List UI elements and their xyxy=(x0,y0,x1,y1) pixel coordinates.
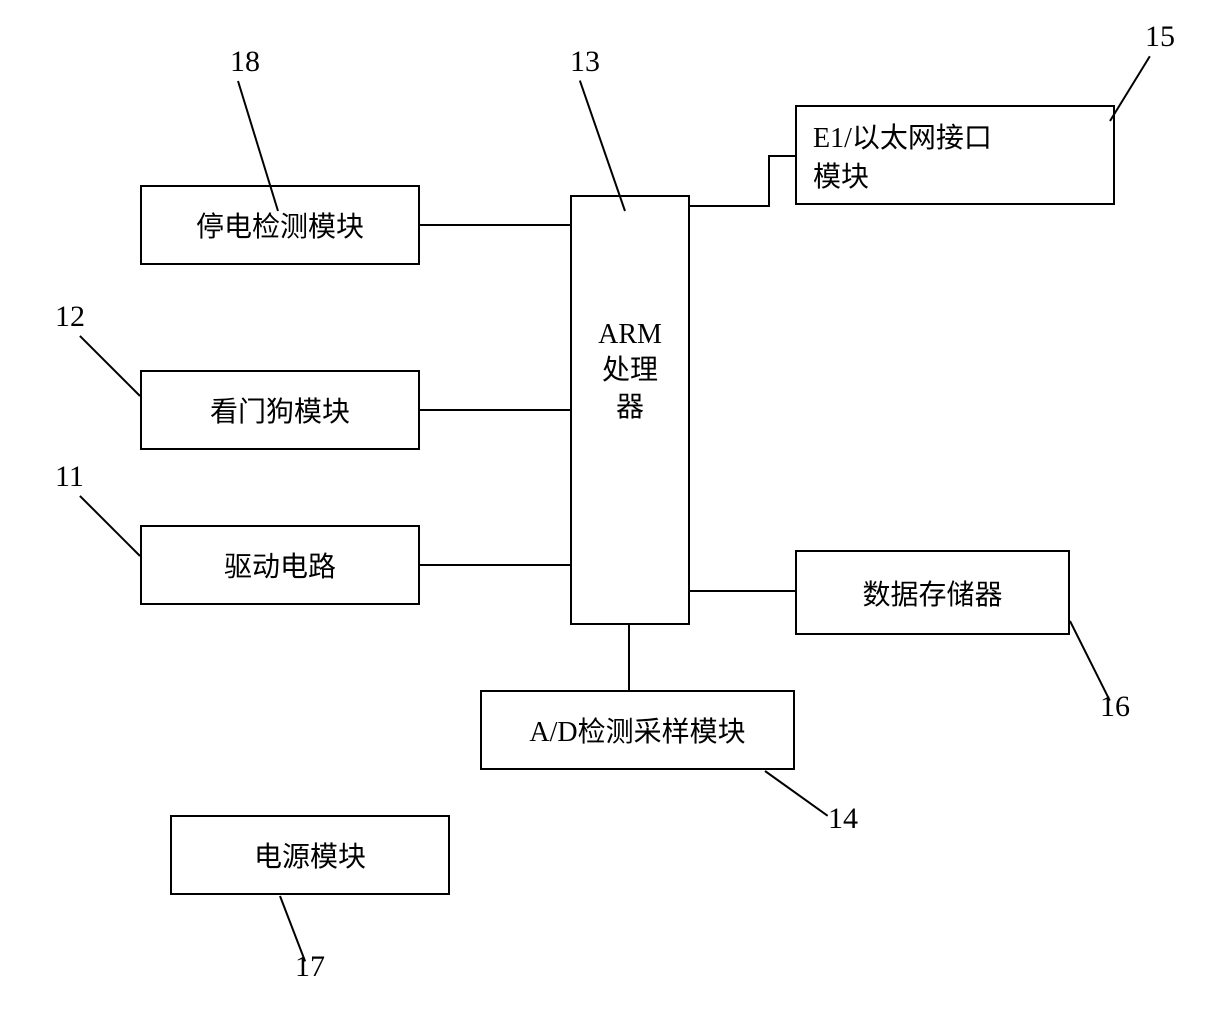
label-watchdog: 看门狗模块 xyxy=(210,390,350,430)
conn-arm-e1-h xyxy=(690,205,770,207)
ref-18: 18 xyxy=(230,45,260,79)
label-ad: A/D检测采样模块 xyxy=(529,710,745,750)
label-e1: E1/以太网接口 模块 xyxy=(813,119,992,197)
conn-arm-e1-v xyxy=(768,155,770,207)
block-watchdog: 看门狗模块 xyxy=(140,370,420,450)
conn-arm-storage xyxy=(690,590,795,592)
conn-arm-ad xyxy=(628,625,630,690)
leader-13 xyxy=(579,81,626,212)
label-arm: ARM 处理 器 xyxy=(598,317,662,426)
block-storage: 数据存储器 xyxy=(795,550,1070,635)
block-power-off-detect: 停电检测模块 xyxy=(140,185,420,265)
leader-15 xyxy=(1109,55,1151,121)
ref-17: 17 xyxy=(295,950,325,984)
block-ad-sample: A/D检测采样模块 xyxy=(480,690,795,770)
leader-12 xyxy=(79,335,140,396)
label-power: 电源模块 xyxy=(254,835,366,875)
block-e1-ethernet: E1/以太网接口 模块 xyxy=(795,105,1115,205)
label-driver: 驱动电路 xyxy=(224,545,336,585)
label-power-off-detect: 停电检测模块 xyxy=(196,205,364,245)
leader-14 xyxy=(764,770,828,817)
block-power-supply: 电源模块 xyxy=(170,815,450,895)
conn-poweroff-arm xyxy=(420,224,570,226)
ref-14: 14 xyxy=(828,802,858,836)
leader-17 xyxy=(279,896,306,962)
block-driver: 驱动电路 xyxy=(140,525,420,605)
ref-11: 11 xyxy=(55,460,84,494)
ref-15: 15 xyxy=(1145,20,1175,54)
conn-driver-arm xyxy=(420,564,570,566)
ref-13: 13 xyxy=(570,45,600,79)
conn-arm-e1-h2 xyxy=(768,155,795,157)
conn-watchdog-arm xyxy=(420,409,570,411)
label-storage: 数据存储器 xyxy=(862,573,1002,613)
ref-12: 12 xyxy=(55,300,85,334)
leader-11 xyxy=(79,495,140,556)
ref-16: 16 xyxy=(1100,690,1130,724)
leader-16 xyxy=(1069,621,1111,702)
diagram-canvas: 停电检测模块 看门狗模块 驱动电路 ARM 处理 器 E1/以太网接口 模块 数… xyxy=(0,0,1217,1026)
block-arm-processor: ARM 处理 器 xyxy=(570,195,690,625)
